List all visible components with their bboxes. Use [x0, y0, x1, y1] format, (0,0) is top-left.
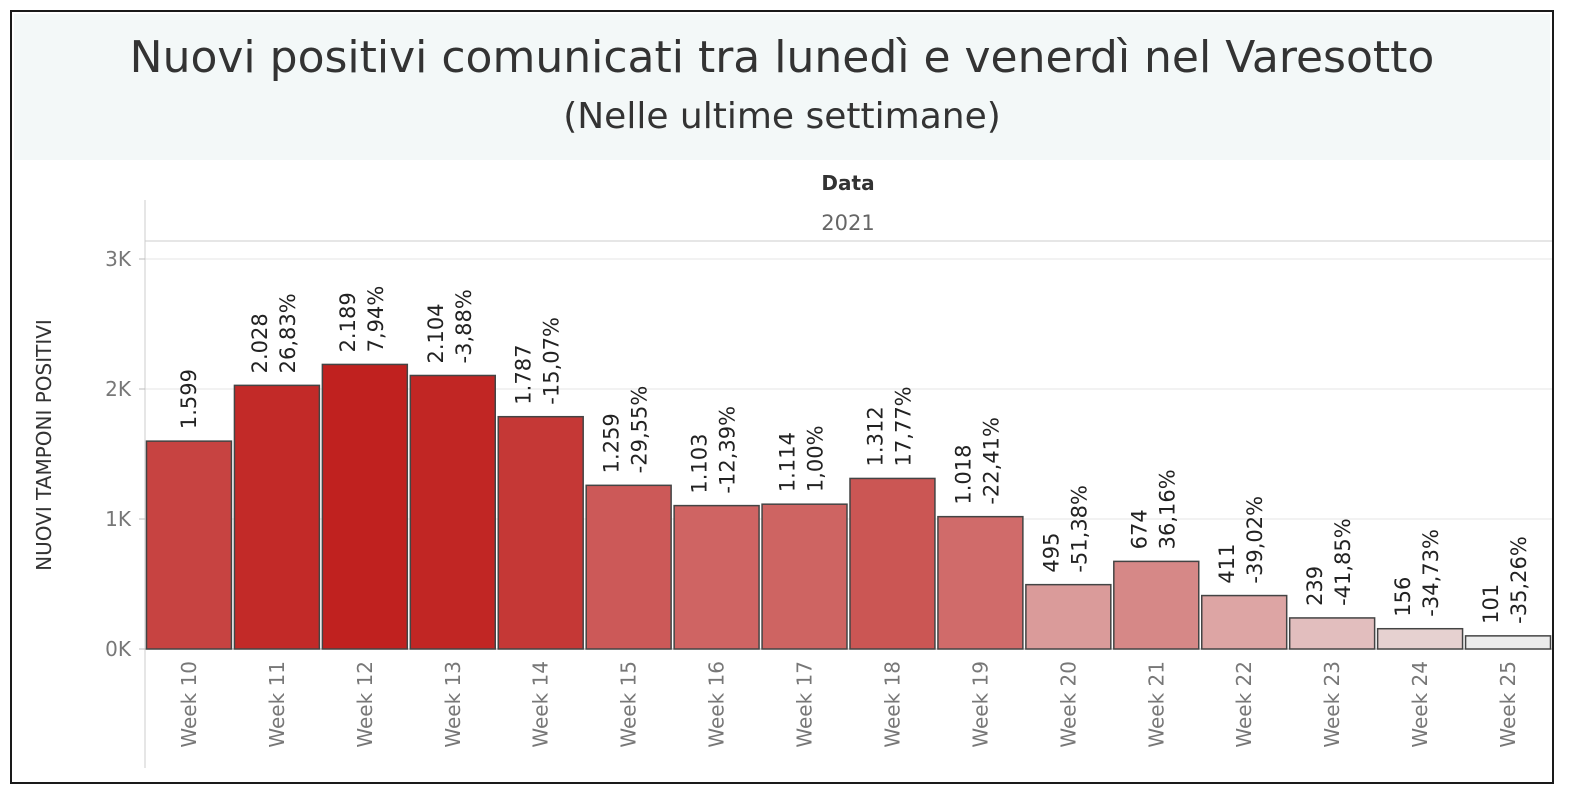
bar	[497, 415, 584, 650]
bar-value-label: 1.018	[951, 445, 975, 505]
bar-value-label: 411	[1215, 543, 1239, 583]
bar	[145, 440, 233, 650]
x-tick-label: Week 21	[1144, 661, 1168, 748]
bar	[1288, 617, 1376, 650]
bar-value-label: 2.104	[424, 303, 448, 363]
bar	[1025, 583, 1112, 650]
bar	[1464, 635, 1552, 650]
bar-change-label: -3,88%	[452, 289, 476, 363]
bar	[409, 374, 496, 650]
bar-change-label: -34,73%	[1419, 529, 1443, 617]
bar-change-label: 26,83%	[276, 293, 300, 373]
bar-value-label: 239	[1303, 566, 1327, 606]
bar-value-label: 1.259	[600, 413, 624, 473]
bar-value-label: 1.312	[863, 406, 887, 466]
x-tick-label: Week 20	[1056, 661, 1080, 748]
x-tick-label: Week 12	[353, 661, 377, 748]
x-tick-label: Week 10	[177, 661, 201, 748]
bar-change-label: -51,38%	[1067, 485, 1091, 573]
bar-change-label: 36,16%	[1155, 469, 1179, 549]
bar-change-label: 17,77%	[891, 386, 915, 466]
y-axis-title: NUOVI TAMPONI POSITIVI	[32, 319, 56, 571]
x-tick-label: Week 22	[1232, 661, 1256, 748]
x-tick-label: Week 18	[880, 661, 904, 748]
bar	[1201, 594, 1288, 650]
y-axis-ticks: 0K 1K 2K 3K	[105, 247, 145, 661]
year-header-label: 2021	[821, 211, 874, 235]
bar	[1376, 627, 1464, 650]
x-tick-label: Week 11	[265, 661, 289, 748]
x-tick-label: Week 25	[1496, 661, 1520, 748]
x-tick-label: Week 24	[1408, 661, 1432, 748]
bar-value-label: 674	[1127, 509, 1151, 549]
bar-value-label: 1.114	[776, 432, 800, 492]
bar-value-label: 2.189	[336, 292, 360, 352]
bar-value-label: 1.103	[688, 433, 712, 493]
x-tick-label: Week 14	[529, 661, 553, 748]
x-tick-label: Week 16	[705, 661, 729, 748]
x-axis-labels: Week 10 Week 11 Week 12 Week 13 Week 14 Week …	[177, 661, 1520, 748]
bar-labels: 1.599 2.028 26,83% 2.189 7,94% 2.104 -3,88% 1.7…	[177, 286, 1531, 624]
bar	[233, 384, 321, 650]
column-header-label: Data	[821, 171, 874, 195]
x-tick-label: Week 23	[1320, 661, 1344, 748]
chart-subtitle: (Nelle ultime settimane)	[563, 96, 1001, 137]
bar	[937, 515, 1024, 650]
x-tick-label: Week 19	[968, 661, 992, 748]
bar-value-label: 156	[1391, 577, 1415, 617]
bar-change-label: -41,85%	[1331, 518, 1355, 606]
bar-value-label: 495	[1039, 533, 1063, 573]
bar-change-label: -15,07%	[540, 317, 564, 405]
y-tick-label: 1K	[105, 507, 132, 531]
bar-change-label: -35,26%	[1507, 536, 1531, 624]
y-tick-label: 3K	[105, 247, 132, 271]
x-tick-label: Week 15	[617, 661, 641, 748]
bar-value-label: 2.028	[248, 313, 272, 373]
x-tick-label: Week 13	[441, 661, 465, 748]
bar-value-label: 1.599	[177, 369, 201, 429]
bar	[321, 363, 409, 650]
y-tick-label: 0K	[105, 637, 132, 661]
bars	[145, 363, 1552, 650]
bar-change-label: -29,55%	[628, 386, 652, 474]
bar	[673, 504, 760, 650]
bar-change-label: 1,00%	[804, 425, 828, 492]
x-tick-label: Week 17	[793, 661, 817, 748]
chart-frame: Nuovi positivi comunicati tra lunedì e v…	[10, 10, 1554, 784]
bar-change-label: 7,94%	[364, 286, 388, 353]
bar-value-label: 1.787	[512, 345, 536, 405]
bar-change-label: -39,02%	[1243, 496, 1267, 584]
bar	[849, 477, 936, 650]
bar-value-label: 101	[1479, 584, 1503, 624]
bar-change-label: -12,39%	[716, 406, 740, 494]
bar-change-label: -22,41%	[979, 417, 1003, 505]
y-tick-label: 2K	[105, 377, 132, 401]
chart-title: Nuovi positivi comunicati tra lunedì e v…	[129, 32, 1435, 83]
bar	[1113, 560, 1200, 650]
bar	[761, 503, 848, 650]
chart-header: Nuovi positivi comunicati tra lunedì e v…	[14, 14, 1550, 160]
bar	[585, 484, 672, 650]
